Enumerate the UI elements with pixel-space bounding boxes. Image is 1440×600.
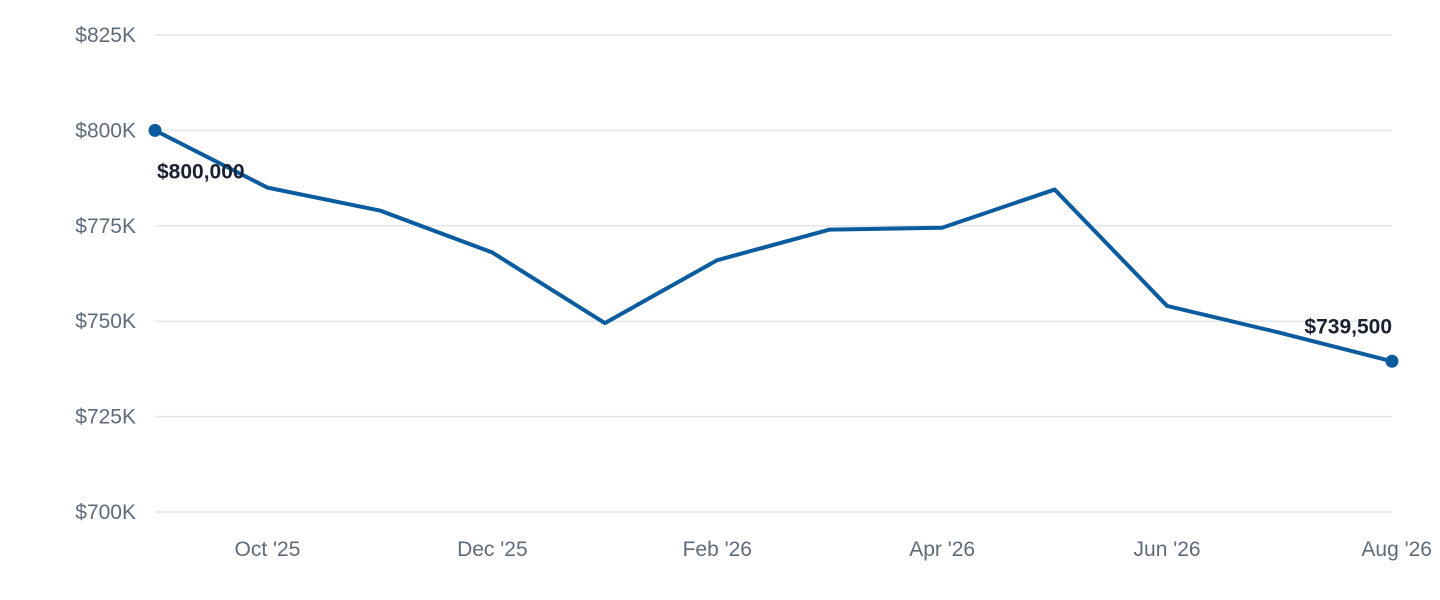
y-tick-label: $800K — [75, 119, 136, 142]
x-tick-label: Dec '25 — [457, 538, 528, 561]
y-tick-label: $775K — [75, 215, 136, 238]
series-line — [153, 128, 1394, 364]
data-label-layer: $800,000 $739,500 — [157, 160, 1392, 338]
y-tick-label: $750K — [75, 310, 136, 333]
y-tick-label: $700K — [75, 501, 136, 524]
x-tick-label: Oct '25 — [235, 538, 301, 561]
x-tick-label: Aug '26 — [1361, 538, 1432, 561]
data-label: $800,000 — [157, 160, 245, 183]
data-point[interactable] — [148, 123, 162, 137]
data-point[interactable] — [1385, 354, 1399, 368]
x-tick-label: Apr '26 — [909, 538, 975, 561]
y-axis: $700K $725K $750K $775K $800K $825K — [75, 24, 136, 524]
gridlines — [155, 34, 1392, 513]
x-tick-label: Jun '26 — [1134, 538, 1201, 561]
series-layer — [148, 123, 1399, 368]
data-label: $739,500 — [1304, 315, 1392, 338]
y-tick-label: $825K — [75, 24, 136, 47]
x-tick-label: Feb '26 — [683, 538, 752, 561]
x-axis: Oct '25 Dec '25 Feb '26 Apr '26 Jun '26 Aug '… — [235, 538, 1432, 561]
y-tick-label: $725K — [75, 406, 136, 429]
